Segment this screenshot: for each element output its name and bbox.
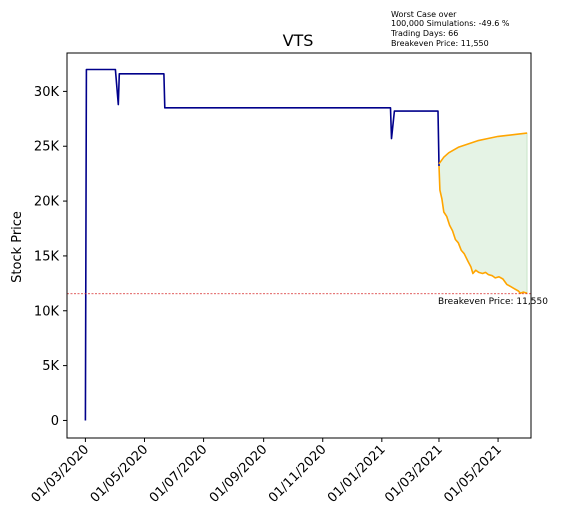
- y-tick-label: 15K: [34, 249, 60, 264]
- y-tick-label: 0: [51, 414, 59, 429]
- x-tick-label: 01/11/2020: [266, 442, 330, 506]
- simulation-range-fill: [438, 132, 528, 294]
- best-case-line: [438, 132, 528, 165]
- x-tick-label: 01/09/2020: [207, 442, 271, 506]
- summary-line: Trading Days: 66: [390, 29, 458, 38]
- x-tick-label: 01/03/2021: [382, 442, 446, 506]
- series-layer: [84, 68, 528, 421]
- chart-title: VTS: [283, 31, 314, 50]
- breakeven-label: Breakeven Price: 11,550: [438, 297, 548, 307]
- plot-frame: [66, 52, 532, 439]
- y-tick-label: 20K: [34, 195, 60, 210]
- summary-line: 100,000 Simulations: -49.6 %: [391, 19, 510, 28]
- y-axis: 0 5K 10K 15K 20K 25K 30K: [34, 85, 67, 429]
- x-axis: 01/03/202001/05/202001/07/202001/09/2020…: [29, 438, 505, 506]
- y-tick-label: 10K: [34, 304, 60, 319]
- x-tick-label: 01/03/2020: [29, 442, 93, 506]
- historical-price-line: [84, 68, 440, 421]
- breakeven-layer: Breakeven Price: 11,550: [67, 293, 548, 307]
- x-tick-label: 01/05/2021: [441, 442, 505, 506]
- summary-line: Breakeven Price: 11,550: [391, 39, 489, 48]
- x-tick-label: 01/01/2021: [325, 442, 389, 506]
- simulation-summary: Worst Case over 100,000 Simulations: -49…: [390, 10, 510, 48]
- y-tick-label: 30K: [34, 85, 60, 100]
- simulation-range-area: [438, 132, 528, 294]
- y-axis-label: Stock Price: [10, 211, 25, 283]
- summary-line: Worst Case over: [391, 10, 457, 19]
- worst-case-line: [438, 165, 528, 294]
- y-tick-label: 5K: [42, 359, 59, 374]
- x-tick-label: 01/05/2020: [88, 442, 152, 506]
- x-tick-label: 01/07/2020: [147, 442, 211, 506]
- y-tick-label: 25K: [34, 140, 60, 155]
